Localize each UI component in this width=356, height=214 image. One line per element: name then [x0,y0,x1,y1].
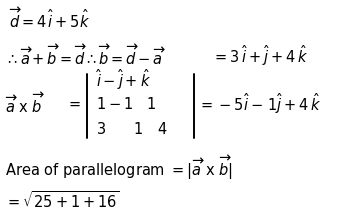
Text: $1 - 1 \quad 1$: $1 - 1 \quad 1$ [96,96,157,112]
Text: $= -5\hat{i} -\, 1\hat{j} + 4\,\hat{k}$: $= -5\hat{i} -\, 1\hat{j} + 4\,\hat{k}$ [198,91,321,116]
Text: $\overrightarrow{d} = 4\,\hat{i} + 5\hat{k}$: $\overrightarrow{d} = 4\,\hat{i} + 5\hat… [9,7,90,31]
Text: $= \sqrt{25 + 1 + 16}$: $= \sqrt{25 + 1 + 16}$ [5,190,120,211]
Text: $\hat{i} - \hat{j} + \hat{k}$: $\hat{i} - \hat{j} + \hat{k}$ [96,67,151,92]
Text: $=$: $=$ [66,96,81,111]
Text: $\overrightarrow{a}$ x $\overrightarrow{b}$: $\overrightarrow{a}$ x $\overrightarrow{… [5,92,45,116]
Text: $\therefore \overrightarrow{a} + \overrightarrow{b} = \overrightarrow{d}\therefo: $\therefore \overrightarrow{a} + \overri… [5,44,166,68]
Text: $3 \qquad 1 \quad 4$: $3 \qquad 1 \quad 4$ [96,122,168,137]
Text: $= 3\,\hat{i} + \hat{j} + 4\,\hat{k}$: $= 3\,\hat{i} + \hat{j} + 4\,\hat{k}$ [212,43,308,68]
Text: Area of parallelogram $= |\overrightarrow{a}$ x $\overrightarrow{b}|$: Area of parallelogram $= |\overrightarro… [5,154,234,182]
